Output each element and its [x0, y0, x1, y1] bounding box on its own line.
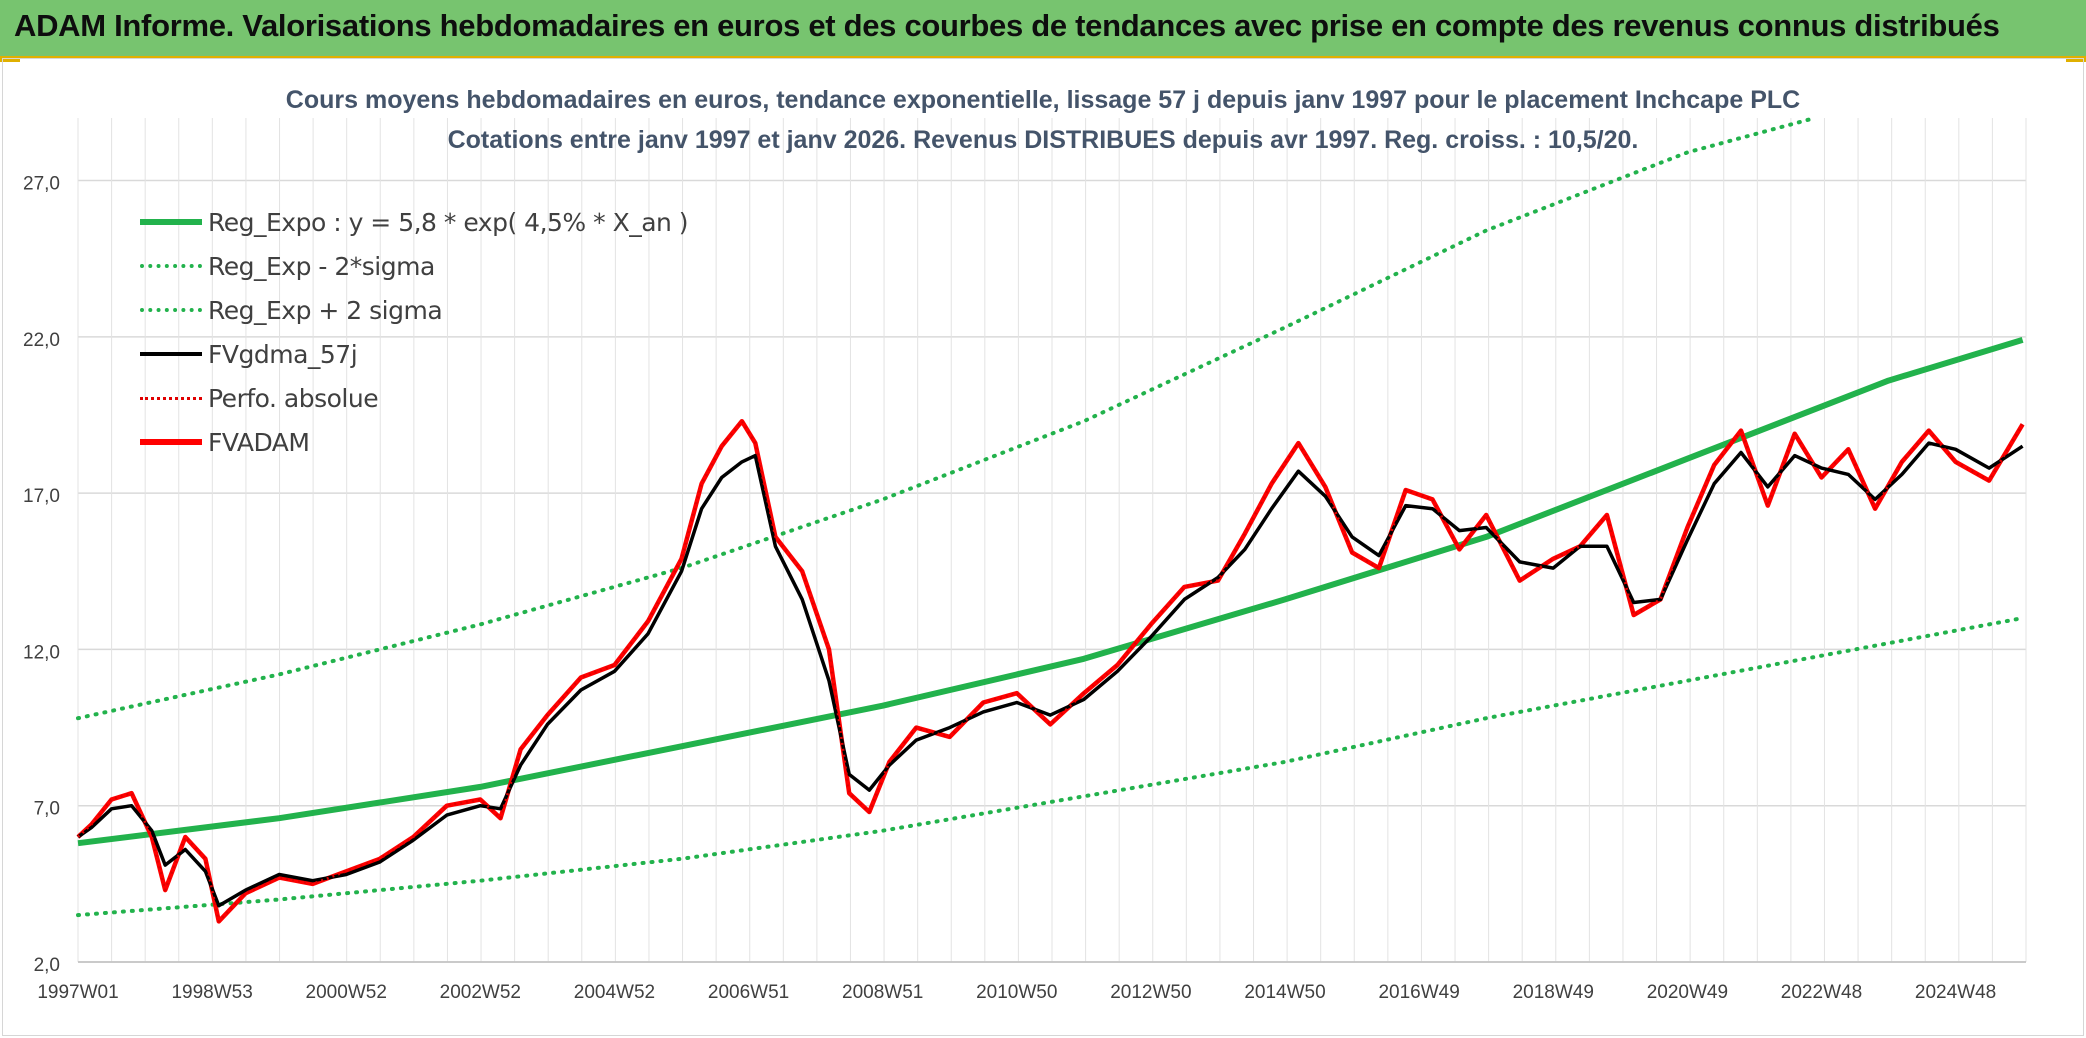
- series-line-0: [77, 337, 2024, 847]
- legend-label: Perfo. absolue: [208, 383, 379, 413]
- legend-swatch: [140, 219, 202, 225]
- legend-swatch: [140, 352, 202, 356]
- chart-subtitle: Cotations entre janv 1997 et janv 2026. …: [447, 126, 1639, 154]
- y-tick-label: 7,0: [34, 799, 60, 820]
- x-tick-label: 2022W48: [1781, 982, 1862, 1003]
- corner-mark-left: [0, 56, 20, 62]
- series-line-1: [76, 616, 2025, 918]
- series-line-4: [77, 419, 2024, 923]
- legend-label: FVgdma_57j: [208, 339, 358, 369]
- legend-item-perfo: Perfo. absolue: [140, 376, 688, 420]
- legend-label: Reg_Expo : y = 5,8 * exp( 4,5% * X_an ): [208, 207, 689, 237]
- x-tick-label: 2004W52: [574, 982, 655, 1003]
- corner-mark-right: [2066, 56, 2086, 62]
- y-tick-label: 22,0: [23, 330, 60, 351]
- legend-swatch: [140, 439, 202, 445]
- y-tick-label: 17,0: [23, 486, 60, 507]
- x-tick-label: 2014W50: [1244, 982, 1325, 1003]
- chart-title: Cours moyens hebdomadaires en euros, ten…: [285, 86, 1801, 114]
- x-tick-label: 2024W48: [1915, 982, 1996, 1003]
- legend-label: Reg_Exp + 2 sigma: [208, 295, 443, 325]
- y-tick-label: 12,0: [23, 642, 60, 663]
- legend-item-reg-plus-sigma: Reg_Exp + 2 sigma: [140, 288, 688, 332]
- x-tick-label: 2016W49: [1378, 982, 1459, 1003]
- legend-label: FVADAM: [208, 427, 310, 457]
- legend-swatch: [140, 264, 202, 268]
- legend-item-reg-minus-sigma: Reg_Exp - 2*sigma: [140, 244, 688, 288]
- legend-item-fvadam: FVADAM: [140, 420, 688, 464]
- series-line-2: [76, 116, 1817, 721]
- x-tick-label: 2000W52: [306, 982, 387, 1003]
- series-line-3: [76, 441, 2024, 908]
- legend-item-reg-expo: Reg_Expo : y = 5,8 * exp( 4,5% * X_an ): [140, 200, 689, 244]
- x-tick-label: 2006W51: [708, 982, 789, 1003]
- x-tick-label: 1998W53: [171, 982, 252, 1003]
- legend-label: Reg_Exp - 2*sigma: [208, 251, 435, 281]
- y-tick-label: 2,0: [34, 955, 60, 976]
- y-tick-label: 27,0: [23, 174, 60, 195]
- x-tick-label: 2002W52: [440, 982, 521, 1003]
- header-banner: ADAM Informe. Valorisations hebdomadaire…: [0, 0, 2086, 58]
- x-tick-label: 2018W49: [1513, 982, 1594, 1003]
- x-tick-label: 2008W51: [842, 982, 923, 1003]
- chart-legend: Reg_Expo : y = 5,8 * exp( 4,5% * X_an ) …: [140, 200, 689, 464]
- x-tick-label: 2010W50: [976, 982, 1057, 1003]
- page-title: ADAM Informe. Valorisations hebdomadaire…: [14, 8, 2000, 43]
- x-tick-label: 2012W50: [1110, 982, 1191, 1003]
- legend-item-fvgdma: FVgdma_57j: [140, 332, 688, 376]
- x-tick-label: 2020W49: [1647, 982, 1728, 1003]
- chart-frame: [2, 58, 2084, 1036]
- legend-swatch: [140, 396, 202, 400]
- x-tick-label: 1997W01: [37, 982, 118, 1003]
- legend-swatch: [140, 308, 202, 312]
